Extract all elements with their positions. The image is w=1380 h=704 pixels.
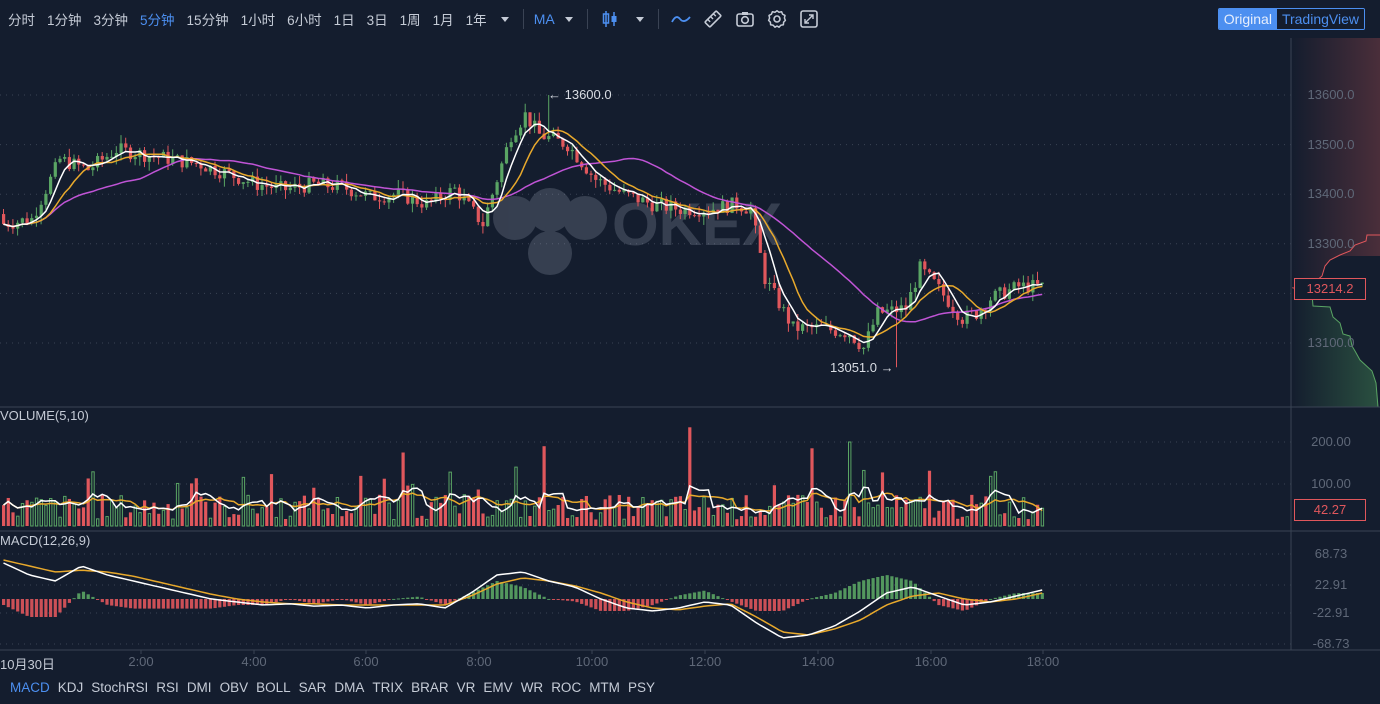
axis-tick-label: 100.00 bbox=[1311, 476, 1351, 491]
axis-tick-label: 13400.0 bbox=[1307, 186, 1355, 202]
line-indicator-icon[interactable] bbox=[670, 8, 692, 30]
indicator-tab-boll[interactable]: BOLL bbox=[256, 680, 291, 695]
time-tick-label: 10月30日 bbox=[0, 657, 55, 672]
indicator-tab-obv[interactable]: OBV bbox=[219, 680, 249, 695]
min-price-marker: 13051.0 → bbox=[830, 360, 894, 375]
axis-tick-label: 13300.0 bbox=[1307, 235, 1355, 251]
svg-text:OKEX: OKEX bbox=[612, 191, 782, 258]
indicator-tab-dmi[interactable]: DMI bbox=[186, 680, 212, 695]
view-mode-toggle: Original TradingView bbox=[1217, 8, 1365, 30]
axis-tick-label: -68.73 bbox=[1312, 636, 1350, 651]
view-original-button[interactable]: Original bbox=[1218, 9, 1277, 29]
indicator-tab-macd[interactable]: MACD bbox=[10, 680, 50, 695]
fullscreen-icon[interactable] bbox=[798, 8, 820, 30]
indicator-select[interactable]: MA bbox=[533, 11, 555, 27]
divider bbox=[586, 9, 588, 29]
time-tick-label: 8:00 bbox=[466, 654, 492, 669]
indicator-tab-trix[interactable]: TRIX bbox=[372, 680, 404, 695]
axis-tick-label: -22.91 bbox=[1312, 605, 1350, 620]
time-tick-label: 10:00 bbox=[575, 654, 609, 669]
indicator-tab-vr[interactable]: VR bbox=[456, 680, 476, 695]
timeframe-4[interactable]: 15分钟 bbox=[186, 13, 229, 28]
timeframe-10[interactable]: 1月 bbox=[432, 13, 454, 28]
indicator-tab-dma[interactable]: DMA bbox=[334, 680, 365, 695]
timeframe-11[interactable]: 1年 bbox=[465, 13, 487, 28]
axis-tick-label: 13100.0 bbox=[1307, 335, 1355, 350]
time-tick-label: 12:00 bbox=[688, 654, 722, 669]
divider bbox=[522, 9, 524, 29]
indicator-tab-kdj[interactable]: KDJ bbox=[57, 680, 84, 695]
timeframe-0[interactable]: 分时 bbox=[8, 13, 35, 28]
camera-icon[interactable] bbox=[734, 8, 756, 30]
indicator-tab-roc[interactable]: ROC bbox=[551, 680, 582, 695]
candlestick-type-icon[interactable] bbox=[599, 8, 621, 30]
time-tick-label: 2:00 bbox=[128, 654, 154, 669]
timeframe-2[interactable]: 3分钟 bbox=[93, 13, 129, 28]
indicator-tab-rsi[interactable]: RSI bbox=[156, 680, 179, 695]
time-tick-label: 14:00 bbox=[801, 654, 835, 669]
axis-tick-label: 13600.0 bbox=[1307, 87, 1355, 102]
timeframe-7[interactable]: 1日 bbox=[333, 13, 355, 28]
indicator-tab-stochrsi[interactable]: StochRSI bbox=[91, 680, 149, 695]
indicator-tab-mtm[interactable]: MTM bbox=[589, 680, 620, 695]
timeframe-8[interactable]: 3日 bbox=[366, 13, 388, 28]
timeframe-group: 分时 1分钟 3分钟 5分钟 15分钟 1小时 6小时 1日 3日 1周 1月 1年 bbox=[0, 9, 491, 29]
macd-pane-label: MACD(12,26,9) bbox=[0, 533, 91, 548]
chart-area[interactable]: OKEX VOLUME(5,10) MACD(12,26,9) ← 13600.… bbox=[0, 38, 1380, 672]
timeframe-6[interactable]: 6小时 bbox=[287, 13, 322, 28]
divider bbox=[657, 9, 659, 29]
max-price-marker: ← 13600.0 bbox=[548, 87, 612, 102]
indicator-tab-brar[interactable]: BRAR bbox=[411, 680, 449, 695]
axis-tick-label: 200.00 bbox=[1311, 434, 1351, 449]
axis-tick-label: 13500.0 bbox=[1307, 136, 1355, 152]
ruler-draw-icon[interactable] bbox=[702, 8, 724, 30]
indicator-tab-sar[interactable]: SAR bbox=[298, 680, 327, 695]
time-tick-label: 18:00 bbox=[1026, 654, 1060, 669]
axis-tick-label: 22.91 bbox=[1314, 577, 1348, 592]
view-tradingview-button[interactable]: TradingView bbox=[1276, 9, 1364, 29]
indicator-tab-emv[interactable]: EMV bbox=[483, 680, 513, 695]
timeframe-3[interactable]: 5分钟 bbox=[140, 13, 175, 28]
gear-icon[interactable] bbox=[766, 8, 788, 30]
indicator-dropdown-caret[interactable] bbox=[564, 16, 573, 22]
timeframe-1[interactable]: 1分钟 bbox=[47, 13, 82, 28]
time-tick-label: 4:00 bbox=[241, 654, 267, 669]
current-price-tag: 13214.2 bbox=[1294, 278, 1366, 300]
volume-pane-label: VOLUME(5,10) bbox=[0, 408, 89, 423]
time-tick-label: 16:00 bbox=[914, 654, 948, 669]
timeframe-9[interactable]: 1周 bbox=[399, 13, 421, 28]
toolbar: 分时 1分钟 3分钟 5分钟 15分钟 1小时 6小时 1日 3日 1周 1月 1年 MA Origi… bbox=[0, 0, 1380, 38]
current-volume-tag: 42.27 bbox=[1294, 499, 1366, 521]
indicator-tabs: MACD KDJ StochRSI RSI DMI OBV BOLL SAR DMA TRIX BR… bbox=[0, 680, 655, 702]
timeframe-5[interactable]: 1小时 bbox=[240, 13, 276, 28]
chart-canvas[interactable]: OKEX bbox=[0, 38, 1380, 670]
axis-tick-label: 68.73 bbox=[1314, 546, 1348, 561]
timeframe-more-dropdown[interactable] bbox=[500, 16, 509, 22]
chart-type-dropdown-caret[interactable] bbox=[635, 16, 644, 22]
indicator-tab-psy[interactable]: PSY bbox=[627, 680, 655, 695]
time-tick-label: 6:00 bbox=[353, 654, 379, 669]
indicator-tab-wr[interactable]: WR bbox=[520, 680, 544, 695]
